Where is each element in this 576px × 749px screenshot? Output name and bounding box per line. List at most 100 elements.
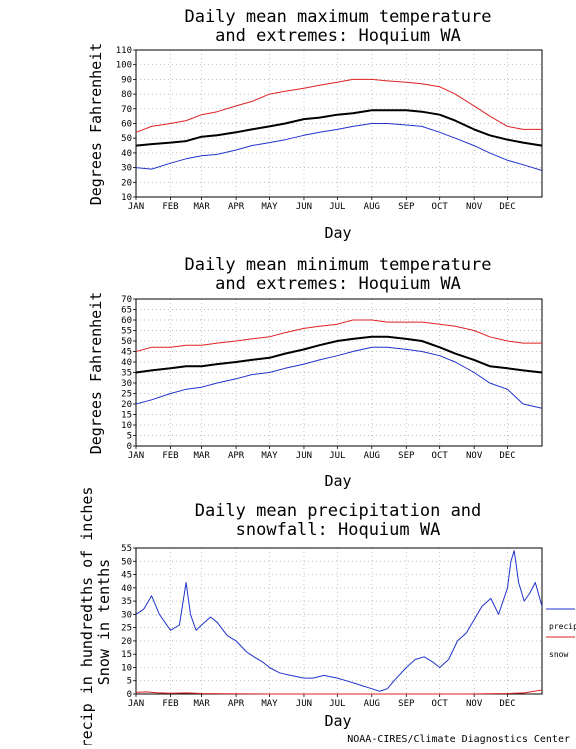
chart1-xtick-label: SEP xyxy=(398,202,415,212)
chart1-ytick-label: 50 xyxy=(121,134,132,144)
legend-snow-label: snow xyxy=(549,650,568,659)
chart1-xtick-label: AUG xyxy=(364,202,380,212)
chart3-series-precip xyxy=(135,550,543,692)
chart1-frame xyxy=(135,49,543,198)
chart1-title-line2: and extremes: Hoquium WA xyxy=(215,26,461,46)
chart3-xtick-label: JUL xyxy=(329,699,345,709)
chart1-ytick-label: 90 xyxy=(121,75,132,85)
chart1-ytick-label: 110 xyxy=(116,46,132,56)
chart2-ytick-label: 35 xyxy=(121,369,132,379)
chart2-series-high-extreme xyxy=(135,319,542,352)
chart1-xtick-label: MAR xyxy=(193,202,210,212)
chart3-plot: 0 5 10 15 20 25 30 35 40 45 50 55 JAN FEB MAR APR MAY JUN… xyxy=(121,544,543,709)
chart1-ytick-label: 20 xyxy=(121,178,132,188)
chart1-ytick-label: 40 xyxy=(121,149,132,159)
chart2-ytick-label: 0 xyxy=(127,442,132,452)
chart3-title-line1: Daily mean precipitation and xyxy=(195,501,482,521)
chart1-ytick-label: 70 xyxy=(121,105,132,115)
chart2-xtick-label: NOV xyxy=(466,451,483,461)
chart2-ytick-label: 15 xyxy=(121,411,132,421)
chart1-xtick-label: JUL xyxy=(329,202,345,212)
chart1-ytick-label: 30 xyxy=(121,164,132,174)
chart2-xtick-label: MAR xyxy=(193,451,210,461)
chart3-ytick-label: 5 xyxy=(127,677,132,687)
chart1-xlabel: Day xyxy=(324,224,351,242)
chart2-xtick-label: APR xyxy=(228,451,245,461)
chart3-ytick-label: 10 xyxy=(121,663,132,673)
chart2-xtick-label: MAY xyxy=(261,451,278,461)
chart2-ytick-label: 50 xyxy=(121,337,132,347)
chart3-ylabel-line2: Snow in tenths xyxy=(95,559,113,685)
chart3-xtick-label: AUG xyxy=(364,699,380,709)
chart2-ytick-label: 45 xyxy=(121,348,132,358)
chart2-xtick-label: FEB xyxy=(162,451,178,461)
chart1-series-mean xyxy=(135,109,543,147)
chart2-xtick-label: DEC xyxy=(499,451,515,461)
chart2-ytick-label: 55 xyxy=(121,327,132,337)
chart2-series-low-extreme xyxy=(135,346,543,409)
chart2-xtick-label: AUG xyxy=(364,451,380,461)
chart2-ytick-label: 65 xyxy=(121,306,132,316)
chart1-xtick-label: FEB xyxy=(162,202,178,212)
chart3-xtick-label: MAR xyxy=(193,699,210,709)
chart2-ytick-label: 40 xyxy=(121,358,132,368)
chart3-title-line2: snowfall: Hoquium WA xyxy=(236,520,441,540)
chart1-xtick-label: OCT xyxy=(432,202,449,212)
chart3-frame xyxy=(135,547,543,695)
chart1-xtick-label: NOV xyxy=(466,202,483,212)
chart3-xtick-label: FEB xyxy=(162,699,178,709)
chart1-ytick-label: 100 xyxy=(116,61,132,71)
chart3-series-snow xyxy=(135,689,543,695)
chart3-xtick-label: NOV xyxy=(466,699,483,709)
chart3-xtick-label: SEP xyxy=(398,699,415,709)
legend-precip-label: precip xyxy=(549,622,576,631)
chart1-ytick-label: 80 xyxy=(121,90,132,100)
chart2-ytick-label: 25 xyxy=(121,390,132,400)
chart3-ylabel-line1: Precip in hundredths of inches xyxy=(78,487,96,745)
chart2-ytick-label: 5 xyxy=(127,432,132,442)
chart3-ytick-label: 40 xyxy=(121,584,132,594)
chart3-xlabel: Day xyxy=(324,712,351,730)
chart2-xlabel: Day xyxy=(324,472,351,490)
chart1-plot: 10 20 30 40 50 60 70 80 90 100 110 JAN FEB MAR APR MAY J… xyxy=(116,46,543,212)
chart2-ytick-label: 20 xyxy=(121,400,132,410)
chart2-xtick-label: JUN xyxy=(296,451,312,461)
chart2-ytick-label: 70 xyxy=(121,295,132,305)
chart3-xtick-label: DEC xyxy=(499,699,515,709)
chart3-ytick-label: 20 xyxy=(121,637,132,647)
chart1-xtick-label: JUN xyxy=(296,202,312,212)
chart2-xtick-label: JUL xyxy=(329,451,345,461)
chart3-ytick-label: 15 xyxy=(121,650,132,660)
chart1-xtick-label: JAN xyxy=(128,202,144,212)
chart2-ylabel: Degrees Fahrenheit xyxy=(87,292,105,455)
chart2-ytick-label: 30 xyxy=(121,379,132,389)
chart3-xtick-label: OCT xyxy=(432,699,449,709)
chart2-xtick-label: OCT xyxy=(432,451,449,461)
chart1-series-high-extreme xyxy=(135,78,542,133)
chart2-series-mean xyxy=(135,335,543,374)
chart3-ytick-label: 25 xyxy=(121,624,132,634)
chart1-xtick-label: DEC xyxy=(499,202,515,212)
chart1-ytick-label: 10 xyxy=(121,193,132,203)
chart1-ylabel: Degrees Fahrenheit xyxy=(87,43,105,206)
chart2-title-line1: Daily mean minimum temperature xyxy=(184,255,491,275)
chart3-xtick-label: MAY xyxy=(261,699,278,709)
chart3-ytick-label: 50 xyxy=(121,557,132,567)
credit-text: NOAA-CIRES/Climate Diagnostics Center xyxy=(347,734,570,745)
chart2-xtick-label: JAN xyxy=(128,451,144,461)
chart1-xtick-label: MAY xyxy=(261,202,278,212)
chart1-xtick-label: APR xyxy=(228,202,245,212)
chart1-ytick-label: 60 xyxy=(121,120,132,130)
chart3-xtick-label: JAN xyxy=(128,699,144,709)
chart3-ytick-label: 35 xyxy=(121,597,132,607)
chart1-title-line1: Daily mean maximum temperature xyxy=(184,7,491,27)
chart3-xtick-label: APR xyxy=(228,699,245,709)
chart2-ytick-label: 60 xyxy=(121,316,132,326)
chart2-xtick-label: SEP xyxy=(398,451,415,461)
chart3-ytick-label: 55 xyxy=(121,544,132,554)
chart2-title-line2: and extremes: Hoquium WA xyxy=(215,274,461,294)
chart3-ytick-label: 0 xyxy=(127,690,132,700)
